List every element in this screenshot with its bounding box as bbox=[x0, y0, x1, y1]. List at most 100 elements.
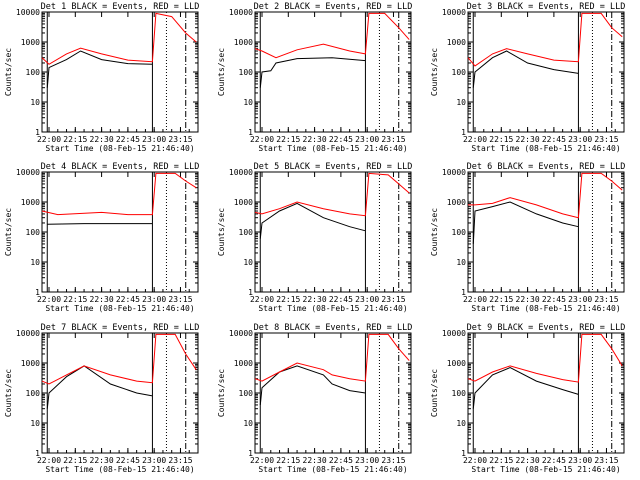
y-tick-label: 1 bbox=[461, 128, 466, 137]
y-tick-label: 10 bbox=[243, 419, 253, 428]
panel: Det 7 BLACK = Events, RED = LLD 1 10 100 100… bbox=[4, 323, 199, 474]
x-tick-label: 22:45 bbox=[542, 295, 566, 304]
x-tick-label: 22:15 bbox=[489, 295, 513, 304]
y-tick-label: 1000 bbox=[447, 198, 466, 207]
x-tick-label: 23:00 bbox=[355, 456, 379, 465]
x-tick-label: 23:15 bbox=[594, 135, 618, 144]
panel: Det 6 BLACK = Events, RED = LLD 1 10 100 100… bbox=[430, 162, 625, 313]
y-tick-label: 10000 bbox=[16, 329, 40, 338]
x-tick-label: 22:00 bbox=[37, 135, 61, 144]
plot-frame bbox=[467, 332, 625, 454]
y-tick-label: 10000 bbox=[229, 8, 253, 17]
x-axis-label: Start Time (08-Feb-15 21:46:40) bbox=[45, 144, 194, 153]
y-tick-label: 100 bbox=[26, 389, 41, 398]
x-tick-label: 23:00 bbox=[568, 295, 592, 304]
y-tick-label: 10 bbox=[456, 258, 466, 267]
x-axis-label: Start Time (08-Feb-15 21:46:40) bbox=[471, 304, 620, 313]
x-tick-label: 22:30 bbox=[516, 456, 540, 465]
x-tick-label: 23:15 bbox=[168, 295, 192, 304]
x-tick-label: 22:30 bbox=[303, 295, 327, 304]
panel-title: Det 6 BLACK = Events, RED = LLD bbox=[467, 162, 626, 172]
y-tick-label: 10 bbox=[243, 258, 253, 267]
plot-frame bbox=[254, 11, 412, 133]
panel-title: Det 1 BLACK = Events, RED = LLD bbox=[41, 2, 200, 12]
y-tick-label: 1000 bbox=[234, 198, 253, 207]
y-tick-label: 10000 bbox=[442, 168, 466, 177]
y-tick-label: 100 bbox=[26, 68, 41, 77]
y-tick-label: 1 bbox=[35, 449, 40, 458]
series-lld bbox=[467, 333, 623, 383]
series-lld bbox=[254, 172, 410, 217]
y-axis-label: Counts/sec bbox=[4, 208, 13, 256]
x-tick-label: 22:45 bbox=[116, 456, 140, 465]
y-tick-label: 100 bbox=[452, 389, 467, 398]
plot-frame bbox=[254, 171, 412, 293]
x-tick-label: 22:45 bbox=[329, 135, 353, 144]
y-tick-label: 1000 bbox=[234, 38, 253, 47]
plot-frame bbox=[41, 171, 199, 293]
y-axis-label: Counts/sec bbox=[430, 369, 439, 417]
x-tick-label: 22:15 bbox=[63, 135, 87, 144]
x-tick-label: 23:00 bbox=[568, 456, 592, 465]
y-tick-label: 10 bbox=[456, 419, 466, 428]
series-lld bbox=[41, 333, 197, 385]
x-tick-label: 22:00 bbox=[463, 456, 487, 465]
y-tick-label: 1 bbox=[35, 288, 40, 297]
y-tick-label: 1 bbox=[35, 128, 40, 137]
panel-title: Det 2 BLACK = Events, RED = LLD bbox=[254, 2, 413, 12]
x-tick-label: 22:00 bbox=[37, 456, 61, 465]
y-tick-label: 1 bbox=[248, 449, 253, 458]
series-events bbox=[472, 50, 579, 88]
panel: Det 5 BLACK = Events, RED = LLD 1 10 100 100… bbox=[217, 162, 412, 313]
x-tick-label: 22:30 bbox=[516, 295, 540, 304]
series-lld bbox=[41, 12, 197, 65]
y-axis-label: Counts/sec bbox=[4, 369, 13, 417]
y-tick-label: 10000 bbox=[16, 8, 40, 17]
plot-frame bbox=[254, 332, 412, 454]
y-tick-label: 1000 bbox=[234, 359, 253, 368]
y-axis-label: Counts/sec bbox=[430, 208, 439, 256]
y-tick-label: 10 bbox=[456, 98, 466, 107]
series-events bbox=[472, 367, 579, 409]
panel: Det 1 BLACK = Events, RED = LLD 1 10 100 100… bbox=[4, 2, 199, 153]
x-tick-label: 22:45 bbox=[329, 295, 353, 304]
x-tick-label: 22:15 bbox=[63, 295, 87, 304]
x-axis-label: Start Time (08-Feb-15 21:46:40) bbox=[45, 304, 194, 313]
x-tick-label: 22:15 bbox=[276, 295, 300, 304]
series-lld bbox=[468, 172, 623, 219]
x-tick-label: 22:30 bbox=[90, 135, 114, 144]
series-events bbox=[472, 201, 579, 244]
y-tick-label: 100 bbox=[452, 68, 467, 77]
y-axis-label: Counts/sec bbox=[4, 48, 13, 96]
series-events bbox=[259, 57, 366, 88]
x-tick-label: 22:30 bbox=[90, 295, 114, 304]
panel: Det 9 BLACK = Events, RED = LLD 1 10 100 100… bbox=[430, 323, 625, 474]
series-events bbox=[46, 365, 153, 409]
plot-frame bbox=[41, 332, 199, 454]
x-tick-label: 23:15 bbox=[168, 135, 192, 144]
series-events bbox=[47, 223, 153, 225]
y-tick-label: 1 bbox=[248, 128, 253, 137]
x-axis-label: Start Time (08-Feb-15 21:46:40) bbox=[258, 465, 407, 474]
x-tick-label: 23:00 bbox=[142, 135, 166, 144]
x-tick-label: 23:15 bbox=[594, 295, 618, 304]
panel-title: Det 3 BLACK = Events, RED = LLD bbox=[467, 2, 626, 12]
x-tick-label: 22:00 bbox=[463, 295, 487, 304]
x-tick-label: 22:45 bbox=[116, 135, 140, 144]
x-tick-label: 22:30 bbox=[516, 135, 540, 144]
series-events bbox=[46, 50, 153, 88]
y-tick-label: 1000 bbox=[21, 198, 40, 207]
y-axis-label: Counts/sec bbox=[430, 48, 439, 96]
x-tick-label: 22:00 bbox=[37, 295, 61, 304]
x-tick-label: 23:00 bbox=[355, 295, 379, 304]
panel-title: Det 4 BLACK = Events, RED = LLD bbox=[41, 162, 200, 172]
y-tick-label: 10 bbox=[30, 98, 40, 107]
panel-title: Det 5 BLACK = Events, RED = LLD bbox=[254, 162, 413, 172]
x-tick-label: 22:00 bbox=[250, 456, 274, 465]
y-tick-label: 1000 bbox=[21, 359, 40, 368]
y-tick-label: 1 bbox=[461, 449, 466, 458]
x-tick-label: 22:15 bbox=[489, 135, 513, 144]
series-events bbox=[259, 365, 366, 405]
y-axis-label: Counts/sec bbox=[217, 208, 226, 256]
series-lld bbox=[467, 12, 623, 67]
